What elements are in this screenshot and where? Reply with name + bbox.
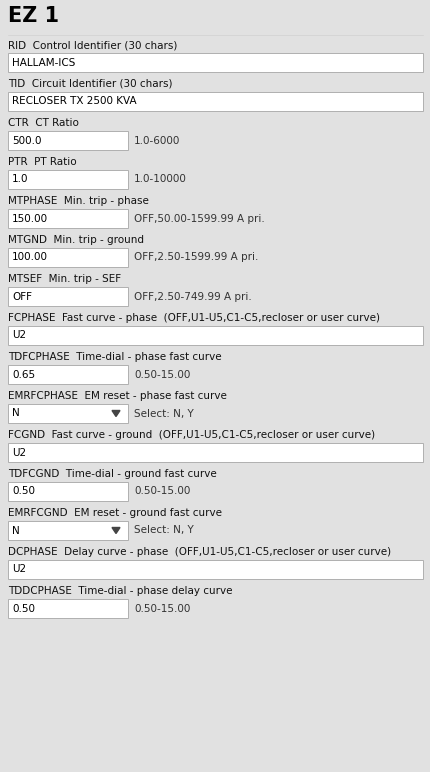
- Text: 0.50: 0.50: [12, 486, 35, 496]
- Text: MTSEF  Min. trip - SEF: MTSEF Min. trip - SEF: [8, 274, 121, 284]
- Text: HALLAM-ICS: HALLAM-ICS: [12, 57, 75, 67]
- Text: 0.65: 0.65: [12, 370, 35, 380]
- Text: 0.50: 0.50: [12, 604, 35, 614]
- FancyBboxPatch shape: [8, 365, 128, 384]
- Text: MTPHASE  Min. trip - phase: MTPHASE Min. trip - phase: [8, 196, 148, 206]
- Text: TID  Circuit Identifier (30 chars): TID Circuit Identifier (30 chars): [8, 79, 172, 89]
- Text: 150.00: 150.00: [12, 214, 48, 224]
- Text: TDDCPHASE  Time-dial - phase delay curve: TDDCPHASE Time-dial - phase delay curve: [8, 586, 232, 596]
- Text: CTR  CT Ratio: CTR CT Ratio: [8, 118, 79, 128]
- Text: 0.50-15.00: 0.50-15.00: [134, 370, 190, 380]
- Text: Select: N, Y: Select: N, Y: [134, 408, 194, 418]
- FancyBboxPatch shape: [8, 53, 422, 72]
- Text: U2: U2: [12, 564, 26, 574]
- Text: FCPHASE  Fast curve - phase  (OFF,U1-U5,C1-C5,recloser or user curve): FCPHASE Fast curve - phase (OFF,U1-U5,C1…: [8, 313, 379, 323]
- Text: PTR  PT Ratio: PTR PT Ratio: [8, 157, 77, 167]
- Text: 0.50-15.00: 0.50-15.00: [134, 604, 190, 614]
- FancyBboxPatch shape: [8, 248, 128, 267]
- FancyBboxPatch shape: [8, 599, 128, 618]
- FancyBboxPatch shape: [8, 443, 422, 462]
- Text: OFF: OFF: [12, 292, 32, 302]
- Text: N: N: [12, 408, 20, 418]
- FancyBboxPatch shape: [8, 404, 128, 423]
- Text: 1.0-10000: 1.0-10000: [134, 174, 187, 185]
- Text: 1.0: 1.0: [12, 174, 28, 185]
- Text: EZ 1: EZ 1: [8, 6, 59, 26]
- Text: OFF,2.50-1599.99 A pri.: OFF,2.50-1599.99 A pri.: [134, 252, 258, 262]
- FancyBboxPatch shape: [8, 482, 128, 501]
- Text: OFF,2.50-749.99 A pri.: OFF,2.50-749.99 A pri.: [134, 292, 251, 302]
- Text: EMRFCPHASE  EM reset - phase fast curve: EMRFCPHASE EM reset - phase fast curve: [8, 391, 226, 401]
- Text: MTGND  Min. trip - ground: MTGND Min. trip - ground: [8, 235, 144, 245]
- Text: TDFCGND  Time-dial - ground fast curve: TDFCGND Time-dial - ground fast curve: [8, 469, 216, 479]
- Text: FCGND  Fast curve - ground  (OFF,U1-U5,C1-C5,recloser or user curve): FCGND Fast curve - ground (OFF,U1-U5,C1-…: [8, 430, 374, 440]
- Text: RECLOSER TX 2500 KVA: RECLOSER TX 2500 KVA: [12, 96, 136, 107]
- Text: RID  Control Identifier (30 chars): RID Control Identifier (30 chars): [8, 40, 177, 50]
- FancyBboxPatch shape: [8, 521, 128, 540]
- FancyBboxPatch shape: [8, 560, 422, 579]
- Polygon shape: [112, 527, 120, 533]
- FancyBboxPatch shape: [8, 326, 422, 345]
- FancyBboxPatch shape: [8, 131, 128, 150]
- Text: 0.50-15.00: 0.50-15.00: [134, 486, 190, 496]
- FancyBboxPatch shape: [8, 170, 128, 189]
- FancyBboxPatch shape: [8, 209, 128, 228]
- FancyBboxPatch shape: [8, 287, 128, 306]
- Text: TDFCPHASE  Time-dial - phase fast curve: TDFCPHASE Time-dial - phase fast curve: [8, 352, 221, 362]
- Text: 1.0-6000: 1.0-6000: [134, 136, 180, 145]
- FancyBboxPatch shape: [8, 92, 422, 111]
- Text: 500.0: 500.0: [12, 136, 41, 145]
- Text: OFF,50.00-1599.99 A pri.: OFF,50.00-1599.99 A pri.: [134, 214, 264, 224]
- Text: Select: N, Y: Select: N, Y: [134, 526, 194, 536]
- Text: DCPHASE  Delay curve - phase  (OFF,U1-U5,C1-C5,recloser or user curve): DCPHASE Delay curve - phase (OFF,U1-U5,C…: [8, 547, 390, 557]
- Text: EMRFCGND  EM reset - ground fast curve: EMRFCGND EM reset - ground fast curve: [8, 508, 221, 518]
- Text: U2: U2: [12, 330, 26, 340]
- Text: N: N: [12, 526, 20, 536]
- Text: 100.00: 100.00: [12, 252, 48, 262]
- Polygon shape: [112, 411, 120, 417]
- Text: U2: U2: [12, 448, 26, 458]
